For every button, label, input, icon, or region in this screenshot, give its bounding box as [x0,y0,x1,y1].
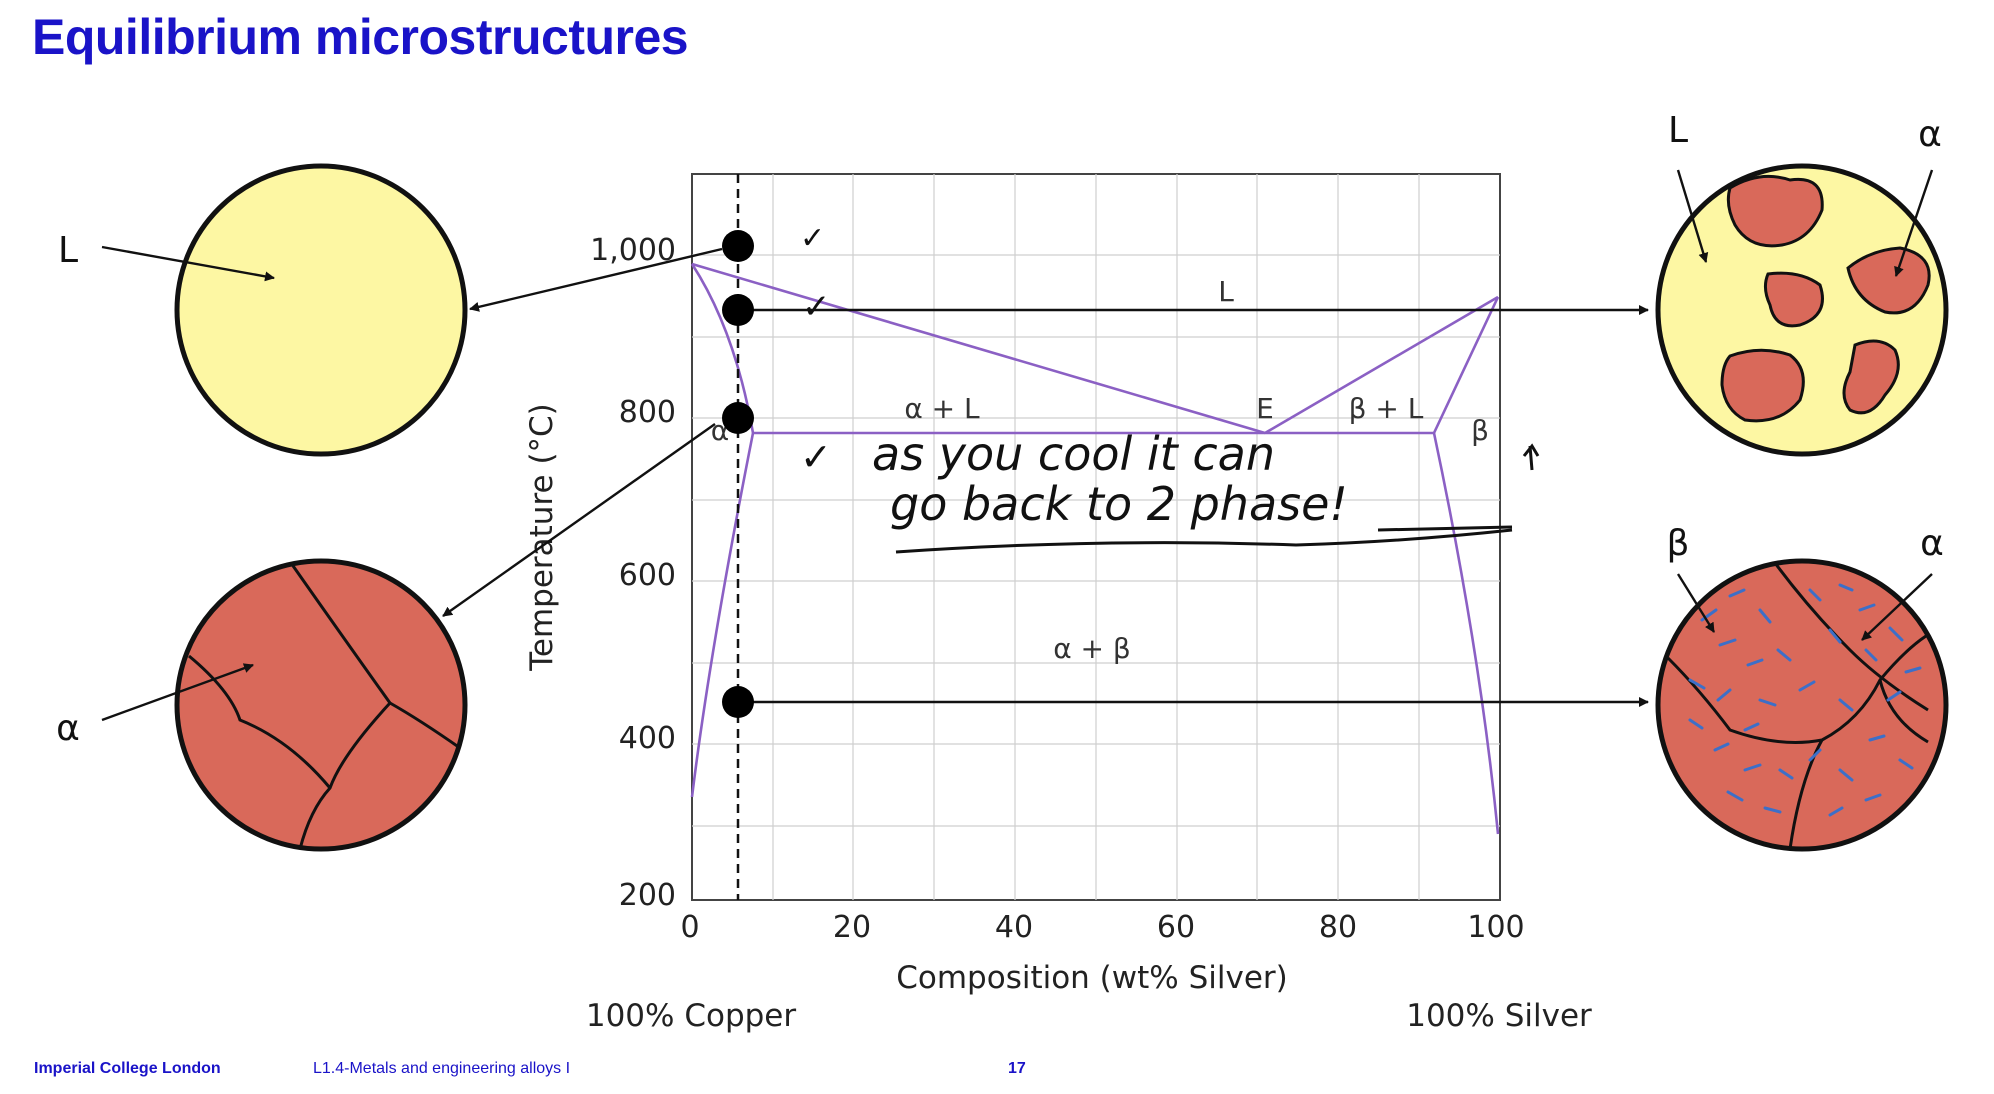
x-tick-labels: 0 20 40 60 80 100 [680,910,1524,945]
footer-org: Imperial College London [34,1060,221,1077]
arrow-label-alpha-right-bottom [1861,573,1933,641]
x-tick: 60 [1157,910,1195,945]
handwritten-underline-short [1377,525,1513,532]
x-tick: 40 [995,910,1033,945]
plot-grid [692,174,1500,900]
region-label-alpha-beta: α + β [1053,632,1131,665]
x-axis-label: Composition (wt% Silver) [896,960,1288,996]
y-tick: 200 [619,878,676,913]
y-tick: 600 [619,558,676,593]
phase-boundaries [690,262,1500,835]
handwritten-note-line-1: as you cool it can [872,427,1275,481]
region-labels: L α + L E β + L β α α + β [711,275,1489,665]
handwritten-mark [1522,443,1540,471]
slide-title: Equilibrium microstructures [32,9,689,65]
micro-label-liquid-right: L [1668,110,1688,151]
y-tick: 800 [619,395,676,430]
handwritten-annotations: ✓ ✓ ✓ as you cool it can go back to 2 ph… [800,221,1348,531]
liquidus-right [1264,295,1499,435]
region-label-L: L [1218,275,1234,308]
beta-solidus [1432,296,1500,434]
alpha-solvus [690,432,755,798]
footer-lecture-title: L1.4-Metals and engineering alloys I [313,1060,571,1077]
region-label-beta: β [1471,414,1489,447]
x-tick: 80 [1319,910,1357,945]
state-point-liquidus [722,294,754,326]
handwritten-note-line-2: go back to 2 phase! [890,477,1348,531]
arrow-to-alpha [442,423,716,617]
micro-label-liquid: L [58,230,78,271]
footer-page-number: 17 [1008,1060,1026,1077]
handwritten-check: ✓ [802,287,831,327]
state-points [722,230,754,718]
arrow-label-liquid [101,245,275,282]
right-end-label: 100% Silver [1406,998,1592,1034]
left-end-label: 100% Copper [586,998,797,1034]
y-tick: 400 [619,721,676,756]
handwritten-check: ✓ [800,435,832,479]
microstructure-alpha-beta [1655,558,1949,852]
micro-label-alpha-right-bottom: α [1920,523,1944,564]
region-label-beta-L: β + L [1349,392,1424,425]
micro-label-beta-right: β [1667,523,1690,564]
arrow-label-liquid-right [1676,169,1709,263]
x-tick: 0 [680,910,699,945]
microstructure-liquid [174,163,468,457]
region-label-alpha-L: α + L [904,392,980,425]
region-label-E: E [1256,392,1274,425]
y-tick-labels: 1,000 800 600 400 200 [590,233,676,913]
microstructure-liquid-alpha [1655,163,1949,457]
x-tick: 20 [833,910,871,945]
state-point-liquid [722,230,754,262]
arrow-label-beta-right [1676,573,1716,633]
micro-label-alpha: α [56,708,80,749]
handwritten-underline [895,528,1513,554]
x-tick: 100 [1467,910,1524,945]
liquidus-left [691,262,1266,435]
state-point-alpha-beta [722,686,754,718]
arrow-to-liquid [469,247,723,312]
arrow-label-alpha [101,663,254,722]
arrow-label-alpha-right [1894,169,1934,277]
micro-label-alpha-right: α [1918,114,1942,155]
microstructure-alpha [174,558,468,852]
handwritten-check: ✓ [800,221,825,256]
state-point-alpha [722,402,754,434]
beta-solvus [1432,432,1500,835]
